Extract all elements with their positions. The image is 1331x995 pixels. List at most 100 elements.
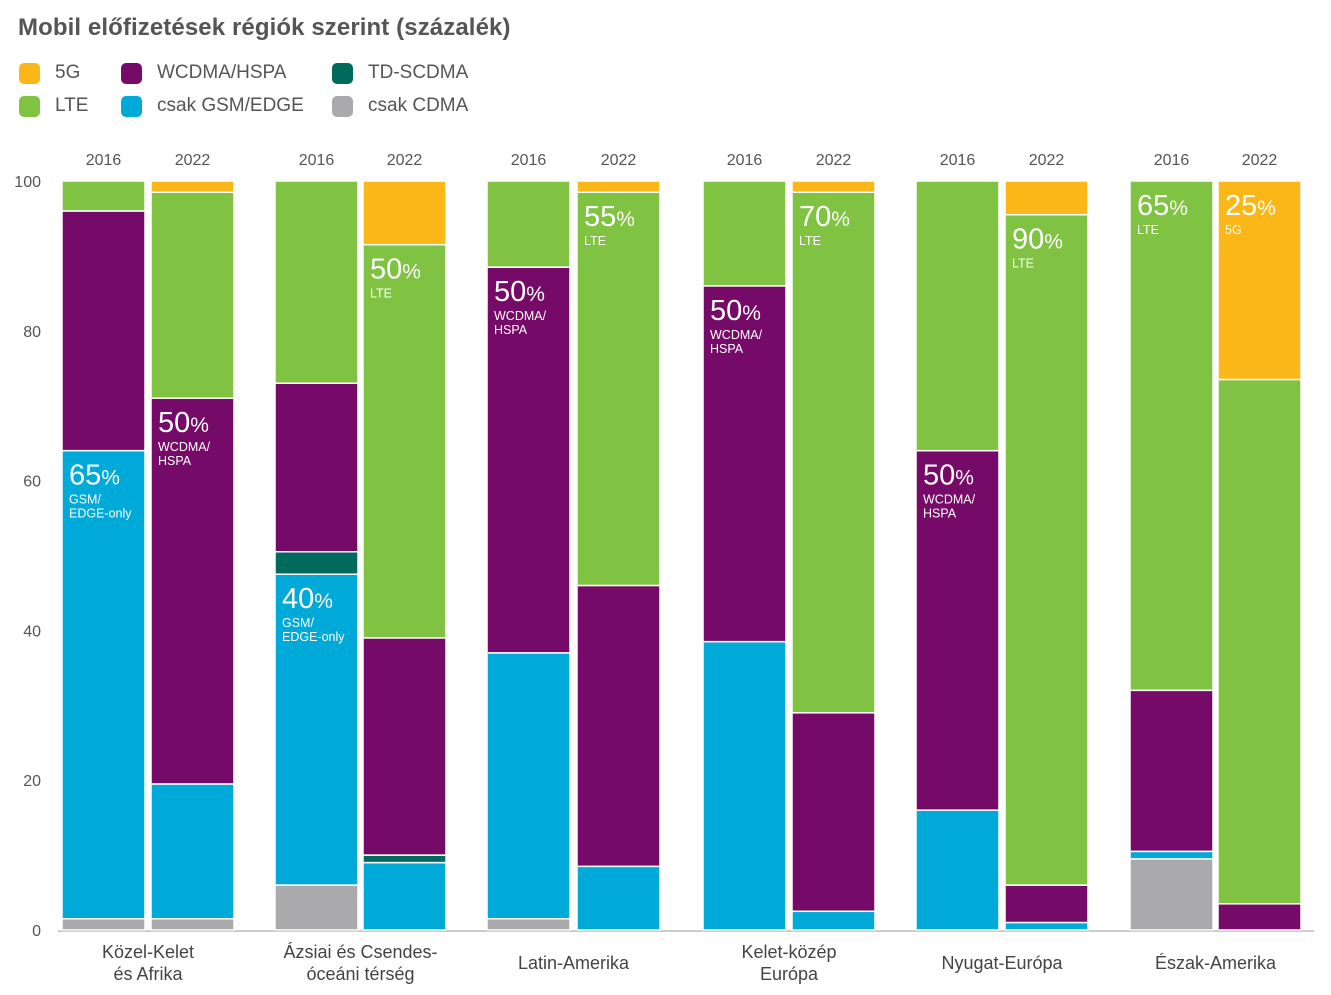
bar-segment-wcdma-hspa (150, 397, 235, 785)
region-label: Latin-Amerika (518, 953, 630, 973)
region-label: és Afrika (113, 964, 183, 984)
bar-annotation-sublabel: GSM/ (69, 493, 101, 507)
year-label: 2016 (511, 152, 547, 169)
legend-swatch-gsm (121, 95, 142, 117)
bar-annotation-value: 65% (69, 460, 120, 492)
legend-label-5g: 5G (55, 62, 81, 83)
bar-segment-csak-cdma (150, 918, 235, 931)
chart-title: Mobil előfizetések régiók szerint (száza… (18, 14, 511, 41)
region-label: Európa (760, 964, 819, 984)
bar-segment-csak-gsm-edge (61, 449, 146, 920)
annotation-percent: % (190, 414, 209, 437)
bar-segment-csak-gsm-edge (1004, 921, 1089, 931)
annotation-number: 50 (370, 254, 402, 286)
bar-annotation-sublabel: LTE (799, 234, 821, 248)
bar-segment-lte (1004, 213, 1089, 886)
region-label: Nyugat-Európa (941, 953, 1063, 973)
bar-annotation-sublabel: WCDMA/ (494, 309, 547, 323)
bar-segment-csak-cdma (1129, 858, 1214, 931)
bar-annotation-sublabel: EDGE-only (282, 630, 345, 644)
bar-annotation-sublabel: HSPA (923, 507, 957, 521)
year-label: 2022 (387, 152, 423, 169)
annotation-percent: % (616, 208, 635, 231)
annotation-percent: % (955, 467, 974, 490)
legend-swatch-5g (19, 62, 40, 84)
bar-segment-td-scdma (274, 551, 359, 575)
year-label: 2022 (816, 152, 852, 169)
bar-annotation-sublabel: EDGE-only (69, 507, 132, 521)
annotation-percent: % (742, 302, 761, 325)
annotation-number: 50 (494, 276, 526, 308)
bar-segment-csak-gsm-edge (150, 783, 235, 920)
bar-segment-wcdma-hspa (61, 210, 146, 452)
bar-segment-csak-gsm-edge (362, 861, 447, 931)
y-tick-label: 100 (14, 174, 41, 191)
bar-annotation-sublabel: WCDMA/ (710, 328, 763, 342)
bar-segment-lte (61, 180, 146, 212)
bar-segment-wcdma-hspa (1129, 689, 1214, 853)
bar-segment-csak-gsm-edge (915, 809, 1000, 931)
bar-annotation-sublabel: WCDMA/ (923, 493, 976, 507)
y-tick-label: 0 (32, 923, 41, 940)
bar-annotation-value: 25% (1225, 190, 1276, 222)
bar-segment-5g (576, 180, 661, 193)
bar-segment-csak-gsm-edge (274, 573, 359, 886)
bar-segment-wcdma-hspa (362, 637, 447, 856)
bar-annotation-sublabel: GSM/ (282, 616, 314, 630)
legend-item-lte: LTE (19, 95, 88, 117)
bar-annotation-value: 55% (584, 201, 635, 233)
year-label: 2022 (601, 152, 637, 169)
bar-annotation-value: 70% (799, 201, 850, 233)
year-label: 2016 (1154, 152, 1190, 169)
y-tick-label: 40 (23, 623, 41, 640)
legend-item-cdma: csak CDMA (332, 95, 468, 117)
bar-segment-5g (362, 180, 447, 246)
bar-annotation-value: 90% (1012, 224, 1063, 256)
annotation-number: 65 (1137, 190, 1169, 222)
year-label: 2016 (86, 152, 122, 169)
bar-segment-wcdma-hspa (274, 382, 359, 553)
annotation-percent: % (1169, 197, 1188, 220)
region-label: óceáni térség (306, 964, 414, 984)
legend-label-wcdma: WCDMA/HSPA (157, 62, 287, 83)
bar-annotation-sublabel: LTE (1012, 257, 1034, 271)
legend-swatch-wcdma (121, 62, 142, 84)
bar-annotation-sublabel: HSPA (710, 342, 744, 356)
bar-segment-lte (702, 180, 787, 287)
bar-segment-wcdma-hspa (791, 712, 876, 913)
bar-segment-csak-gsm-edge (791, 910, 876, 931)
bar-annotation-value: 65% (1137, 190, 1188, 222)
annotation-number: 50 (158, 407, 190, 439)
bar-annotation-sublabel: LTE (370, 287, 392, 301)
bar-segment-wcdma-hspa (1217, 903, 1302, 931)
year-label: 2022 (175, 152, 211, 169)
bar-segment-wcdma-hspa (1004, 884, 1089, 924)
bar-segment-lte (791, 191, 876, 714)
y-tick-label: 60 (23, 474, 41, 491)
annotation-percent: % (831, 208, 850, 231)
bar-annotation-value: 50% (494, 276, 545, 308)
legend-swatch-td-scdma (332, 62, 353, 84)
legend-label-lte: LTE (55, 95, 89, 116)
bar-segment-5g (1004, 180, 1089, 216)
bar-segment-csak-gsm-edge (576, 865, 661, 931)
bar-segment-csak-cdma (274, 884, 359, 931)
bar-segment-csak-gsm-edge (1129, 850, 1214, 860)
bar-annotation-value: 50% (158, 407, 209, 439)
bar-segment-lte (576, 191, 661, 587)
y-tick-label: 20 (23, 773, 41, 790)
legend-item-wcdma: WCDMA/HSPA (121, 62, 286, 84)
bar-segment-csak-gsm-edge (702, 640, 787, 931)
bar-segment-lte (1217, 378, 1302, 905)
annotation-percent: % (101, 467, 120, 490)
legend-label-gsm: csak GSM/EDGE (157, 95, 304, 116)
annotation-number: 55 (584, 201, 616, 233)
year-label: 2022 (1242, 152, 1278, 169)
legend-item-gsm: csak GSM/EDGE (121, 95, 304, 117)
legend-item-5g: 5G (19, 62, 80, 84)
annotation-percent: % (1044, 231, 1063, 254)
bar-segment-lte (362, 243, 447, 639)
bar-annotation-value: 50% (710, 295, 761, 327)
bar-annotation-sublabel: 5G (1225, 223, 1242, 237)
